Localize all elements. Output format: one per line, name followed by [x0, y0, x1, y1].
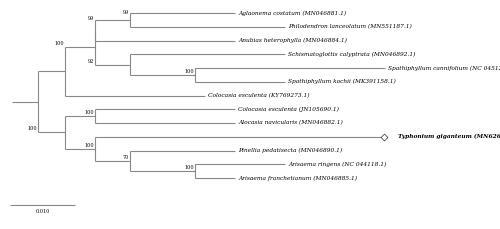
Text: Aglaonema costatum (MN046881.1): Aglaonema costatum (MN046881.1)	[238, 10, 346, 16]
Text: 92: 92	[88, 59, 94, 64]
Text: Colocasia esculenta (JN105690.1): Colocasia esculenta (JN105690.1)	[238, 107, 339, 112]
Text: Philodendron lanceolatum (MN551187.1): Philodendron lanceolatum (MN551187.1)	[288, 24, 412, 29]
Text: Typhonium giganteum (MN626718.1): Typhonium giganteum (MN626718.1)	[398, 134, 500, 139]
Text: Spathiphyllum kochii (MK391158.1): Spathiphyllum kochii (MK391158.1)	[288, 79, 396, 84]
Text: 99: 99	[123, 10, 129, 15]
Text: Spathiphyllum cannifolium (NC 045125.1): Spathiphyllum cannifolium (NC 045125.1)	[388, 65, 500, 71]
Text: Alocasia navicularis (MN046882.1): Alocasia navicularis (MN046882.1)	[238, 120, 343, 125]
Text: 99: 99	[88, 16, 94, 21]
Text: 100: 100	[84, 110, 94, 115]
Text: Schismatoglottis calyptrata (MN046892.1): Schismatoglottis calyptrata (MN046892.1)	[288, 52, 416, 57]
Text: 100: 100	[184, 69, 194, 74]
Text: 100: 100	[184, 165, 194, 170]
Text: Pinellia pedatisecta (MN046890.1): Pinellia pedatisecta (MN046890.1)	[238, 148, 342, 153]
Text: Arisaema ringens (NC 044118.1): Arisaema ringens (NC 044118.1)	[288, 162, 386, 167]
Text: 100: 100	[54, 41, 64, 46]
Text: Arisaema franchetianum (MN046885.1): Arisaema franchetianum (MN046885.1)	[238, 175, 357, 181]
Text: Colocasia esculenta (KY769273.1): Colocasia esculenta (KY769273.1)	[208, 93, 310, 98]
Text: 0.010: 0.010	[36, 209, 50, 214]
Text: Anubias heterophylla (MN046884.1): Anubias heterophylla (MN046884.1)	[238, 38, 347, 43]
Text: 70: 70	[122, 155, 129, 160]
Text: 100: 100	[84, 143, 94, 148]
Text: 100: 100	[28, 126, 37, 131]
